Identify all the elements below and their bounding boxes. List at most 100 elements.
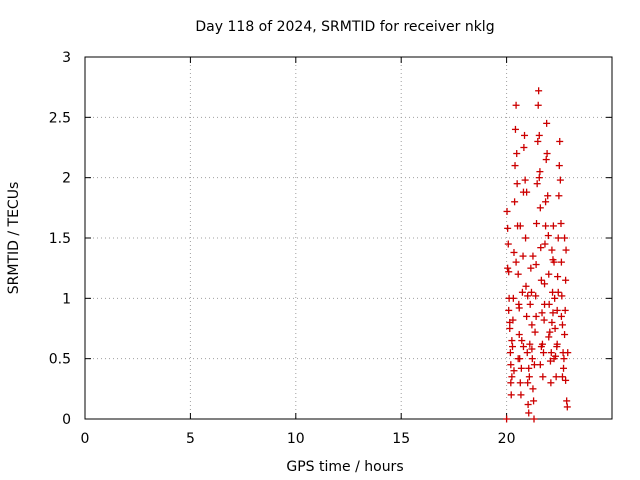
data-point xyxy=(548,318,556,326)
data-point xyxy=(507,361,515,369)
data-point xyxy=(528,321,536,329)
data-point xyxy=(542,156,550,164)
data-point xyxy=(546,357,554,365)
data-point xyxy=(527,288,535,296)
data-point xyxy=(563,403,571,411)
data-point xyxy=(521,131,529,139)
data-point xyxy=(541,240,549,248)
data-point xyxy=(560,355,568,363)
data-point xyxy=(530,361,538,369)
data-point xyxy=(504,224,512,232)
data-point xyxy=(526,340,534,348)
data-point xyxy=(525,364,533,372)
data-point xyxy=(526,300,534,308)
data-point xyxy=(553,306,561,314)
data-point xyxy=(546,328,554,336)
x-tick-label: 15 xyxy=(392,431,410,447)
data-point xyxy=(555,162,563,170)
data-points xyxy=(503,87,572,423)
data-point xyxy=(503,415,511,423)
data-point xyxy=(544,192,552,200)
data-point xyxy=(519,343,527,351)
data-point xyxy=(518,337,526,345)
data-point xyxy=(554,288,562,296)
data-point xyxy=(561,331,569,339)
data-point xyxy=(519,252,527,260)
data-point xyxy=(551,294,559,302)
data-point xyxy=(523,349,531,357)
data-point xyxy=(547,379,555,387)
data-point xyxy=(518,288,526,296)
x-axis-label: GPS time / hours xyxy=(286,459,403,475)
data-point xyxy=(531,328,539,336)
data-point xyxy=(520,144,528,151)
data-point xyxy=(528,345,536,353)
data-point xyxy=(545,270,553,278)
data-point xyxy=(539,349,547,357)
data-point xyxy=(533,180,541,188)
data-point xyxy=(508,373,516,381)
x-tick-label: 10 xyxy=(287,431,305,447)
data-point xyxy=(562,376,570,384)
data-point xyxy=(537,343,545,351)
data-point xyxy=(521,176,529,184)
data-point xyxy=(506,325,514,332)
data-point xyxy=(561,306,569,314)
data-point xyxy=(530,397,538,405)
data-point xyxy=(525,373,533,381)
data-point xyxy=(548,246,556,254)
data-point xyxy=(506,349,514,357)
tick-labels: 0 5 10 15 20 0 0.5 1 1.5 2 2.5 3 xyxy=(49,50,516,447)
data-point xyxy=(533,220,541,228)
data-point xyxy=(509,316,517,324)
data-point xyxy=(532,312,540,320)
data-point xyxy=(511,198,519,206)
data-point xyxy=(544,232,552,240)
data-point xyxy=(563,397,571,405)
data-point xyxy=(557,312,565,320)
data-point xyxy=(512,258,520,266)
data-point xyxy=(515,304,523,312)
data-point xyxy=(513,150,521,158)
data-point xyxy=(542,222,550,230)
data-point xyxy=(538,309,546,317)
data-point xyxy=(550,258,558,266)
data-point xyxy=(555,192,563,200)
data-point xyxy=(535,131,543,139)
data-point xyxy=(561,234,569,242)
y-tick-label: 3 xyxy=(62,50,71,66)
data-point xyxy=(551,325,559,332)
data-point xyxy=(509,343,517,351)
data-point xyxy=(550,355,558,363)
data-point xyxy=(553,340,561,348)
data-point xyxy=(505,268,513,276)
data-point xyxy=(537,276,545,284)
chart-title: Day 118 of 2024, SRMTID for receiver nkl… xyxy=(195,19,494,35)
data-point xyxy=(535,174,543,182)
data-point xyxy=(522,282,530,290)
data-point xyxy=(528,355,536,363)
data-point xyxy=(545,333,553,341)
data-point xyxy=(537,244,545,252)
data-point xyxy=(536,204,544,212)
data-point xyxy=(556,137,564,145)
data-point xyxy=(534,137,542,145)
data-point xyxy=(543,150,551,158)
data-point xyxy=(549,222,557,230)
data-point xyxy=(560,364,568,372)
data-point xyxy=(541,280,549,288)
grid xyxy=(85,57,612,419)
data-point xyxy=(514,355,522,363)
data-point xyxy=(549,309,557,317)
y-tick-label: 2 xyxy=(62,171,71,187)
data-point xyxy=(511,162,519,170)
data-point xyxy=(542,198,550,206)
data-point xyxy=(515,331,523,339)
data-point xyxy=(517,391,525,399)
data-point xyxy=(529,385,537,393)
data-point xyxy=(552,373,560,381)
data-point xyxy=(540,316,548,324)
data-point xyxy=(522,234,530,242)
data-point xyxy=(543,119,551,127)
